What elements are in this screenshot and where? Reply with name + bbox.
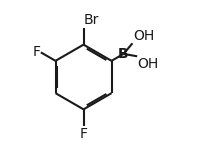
Text: F: F [32,45,40,59]
Text: OH: OH [138,57,159,71]
Text: OH: OH [133,29,154,43]
Text: F: F [80,127,88,141]
Text: B: B [118,47,129,61]
Text: Br: Br [84,13,99,27]
